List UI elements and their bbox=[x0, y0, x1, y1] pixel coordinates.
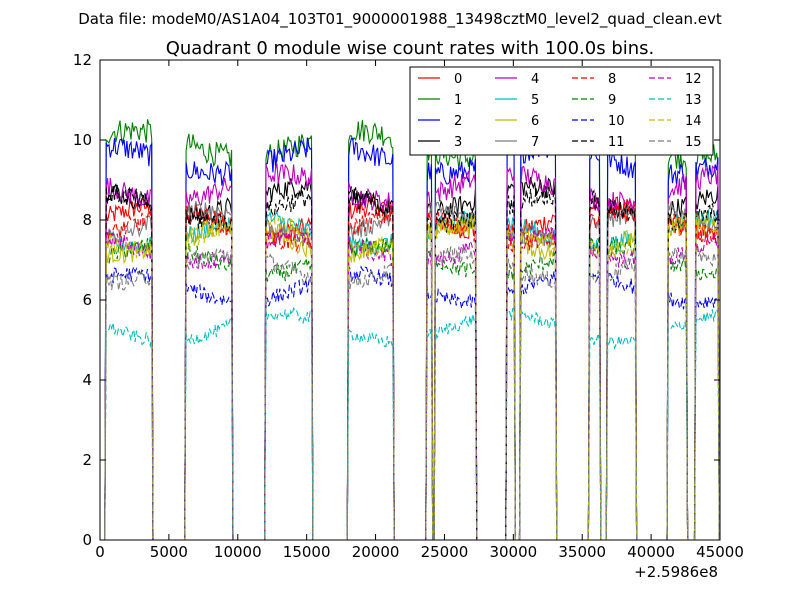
series-line-7 bbox=[100, 201, 720, 540]
legend-label: 13 bbox=[685, 93, 702, 108]
y-tick-label: 4 bbox=[82, 371, 92, 389]
y-tick-label: 0 bbox=[82, 531, 92, 549]
y-tick-label: 12 bbox=[73, 51, 92, 69]
series-layer bbox=[100, 119, 720, 540]
legend-label: 15 bbox=[685, 135, 702, 150]
x-tick-label: 0 bbox=[95, 543, 105, 561]
x-tick-label: 30000 bbox=[489, 543, 537, 561]
x-tick-label: 45000 bbox=[696, 543, 744, 561]
series-line-15 bbox=[100, 245, 720, 540]
y-tick-label: 8 bbox=[82, 211, 92, 229]
series-line-0 bbox=[100, 195, 720, 540]
legend-label: 11 bbox=[608, 135, 625, 150]
legend-label: 8 bbox=[608, 72, 616, 87]
legend-label: 7 bbox=[531, 135, 539, 150]
legend-label: 9 bbox=[608, 93, 616, 108]
legend-label: 6 bbox=[531, 114, 539, 129]
legend-label: 2 bbox=[454, 114, 462, 129]
legend-label: 14 bbox=[685, 114, 702, 129]
series-line-9 bbox=[100, 236, 720, 540]
series-line-4 bbox=[100, 163, 720, 540]
x-tick-label: 35000 bbox=[558, 543, 606, 561]
series-line-3 bbox=[100, 177, 720, 540]
series-line-10 bbox=[100, 265, 720, 540]
series-line-2 bbox=[100, 137, 720, 540]
legend-label: 3 bbox=[454, 135, 462, 150]
x-tick-label: 10000 bbox=[214, 543, 262, 561]
x-tick-label: 40000 bbox=[627, 543, 675, 561]
series-line-5 bbox=[100, 208, 720, 540]
x-tick-label: 20000 bbox=[352, 543, 400, 561]
legend-label: 10 bbox=[608, 114, 625, 129]
y-tick-label: 6 bbox=[82, 291, 92, 309]
legend-label: 0 bbox=[454, 72, 462, 87]
x-tick-label: 15000 bbox=[283, 543, 331, 561]
legend-frame bbox=[409, 66, 714, 156]
legend-label: 12 bbox=[685, 72, 702, 87]
y-tick-label: 2 bbox=[82, 451, 92, 469]
y-tick-label: 10 bbox=[73, 131, 92, 149]
series-line-13 bbox=[100, 306, 720, 540]
legend-label: 5 bbox=[531, 93, 539, 108]
legend-label: 4 bbox=[531, 72, 539, 87]
x-tick-label: 5000 bbox=[150, 543, 188, 561]
series-line-1 bbox=[100, 119, 720, 540]
series-line-8 bbox=[100, 204, 720, 540]
legend-label: 1 bbox=[454, 93, 462, 108]
series-line-6 bbox=[100, 215, 720, 540]
data-file-label: Data file: modeM0/AS1A04_103T01_90000019… bbox=[78, 10, 722, 29]
series-line-11 bbox=[100, 184, 720, 540]
x-tick-label: 25000 bbox=[421, 543, 469, 561]
chart-title: Quadrant 0 module wise count rates with … bbox=[166, 38, 655, 59]
series-line-12 bbox=[100, 226, 720, 540]
x-offset-label: +2.5986e8 bbox=[634, 563, 718, 581]
axis-ticks: 0 5000 10000 15000 20000 25000 30000 35000 40000… bbox=[73, 51, 744, 561]
